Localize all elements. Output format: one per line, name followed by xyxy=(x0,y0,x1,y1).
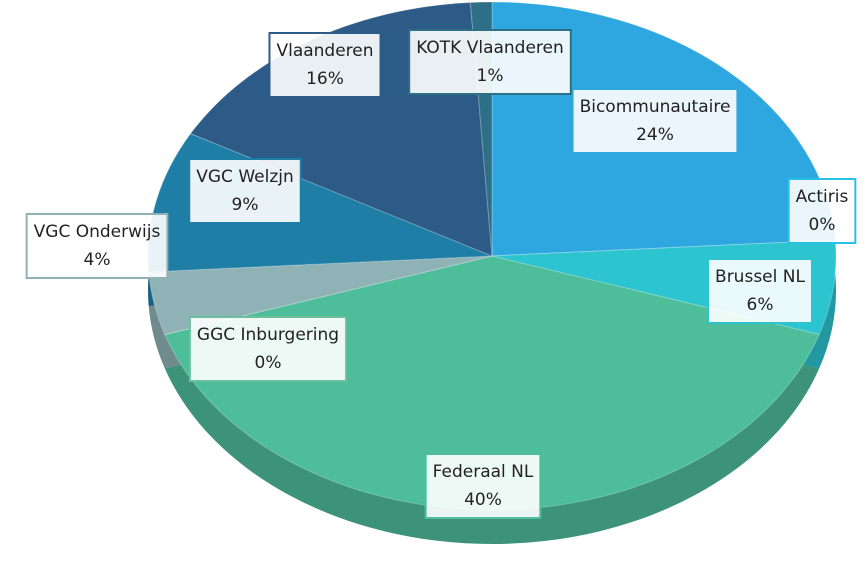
label-value: 24% xyxy=(636,125,674,145)
label-value: 16% xyxy=(306,69,344,89)
label-box xyxy=(787,178,857,244)
label-value: 1% xyxy=(477,66,504,86)
label-name: Brussel NL xyxy=(715,267,805,287)
label-name: Actiris xyxy=(796,187,849,207)
label-value: 0% xyxy=(255,353,282,373)
label-name: GGC Inburgering xyxy=(197,325,339,345)
label-value: 0% xyxy=(809,215,836,235)
label-value: 4% xyxy=(84,250,111,270)
label-box xyxy=(25,213,169,279)
label-box xyxy=(188,158,302,224)
label-box xyxy=(188,316,348,382)
label-name: KOTK Vlaanderen xyxy=(416,38,564,58)
label-value: 6% xyxy=(747,295,774,315)
label-box xyxy=(571,88,739,154)
label-box xyxy=(408,29,572,95)
label-name: Vlaanderen xyxy=(276,41,373,61)
label-box xyxy=(424,453,542,519)
label-value: 9% xyxy=(232,195,259,215)
label-name: VGC Welzjn xyxy=(196,167,294,187)
label-box xyxy=(268,32,382,98)
label-value: 40% xyxy=(464,490,502,510)
label-name: VGC Onderwijs xyxy=(34,222,161,242)
label-name: Bicommunautaire xyxy=(580,97,731,117)
label-name: Federaal NL xyxy=(433,462,534,482)
label-box xyxy=(707,258,813,324)
data-labels: Bicommunautaire 24% Actiris 0% Brussel NL 6% F… xyxy=(25,29,857,519)
